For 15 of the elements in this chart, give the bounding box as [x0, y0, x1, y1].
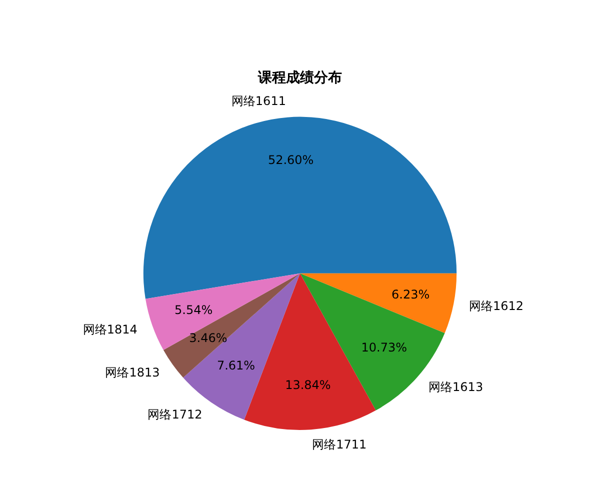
slice-label: 网络1814 [82, 322, 138, 336]
data-label: 3.46% [189, 331, 228, 346]
data-label: 5.54% [174, 302, 213, 317]
slice-label: 网络1711 [312, 437, 367, 452]
slice-label: 网络1712 [148, 407, 202, 422]
slice-label: 网络1613 [428, 380, 484, 394]
data-label: 7.61% [216, 358, 256, 372]
slice-label: 网络1612 [468, 299, 524, 314]
chart-title: 课程成绩分布 [257, 70, 342, 86]
data-label: 13.84% [285, 378, 331, 392]
data-label: 10.73% [361, 340, 408, 355]
data-label: 52.60% [268, 153, 314, 168]
data-label: 6.23% [392, 287, 430, 302]
slice-label: 网络1611 [231, 94, 286, 108]
slice-label: 网络1813 [105, 366, 160, 380]
